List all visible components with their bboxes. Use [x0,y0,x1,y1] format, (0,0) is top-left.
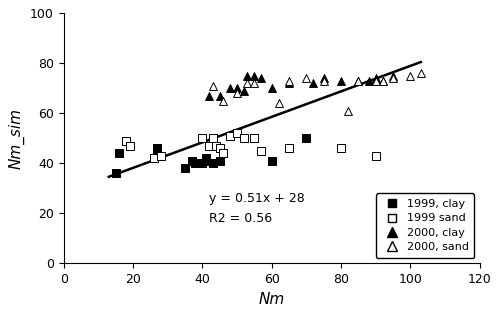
Point [354,78,362,83]
Point [372,153,380,158]
Point [240,136,248,141]
Point [150,156,158,161]
Point [285,81,293,86]
Point [198,161,206,166]
Point [233,86,241,91]
Point [268,86,276,91]
Point [258,76,266,81]
Point [202,158,210,163]
Point [216,146,224,151]
Point [195,161,203,166]
Point [188,158,196,163]
Point [389,73,397,78]
Point [378,78,386,83]
Point [302,76,310,81]
Text: y = 0.51x + 28: y = 0.51x + 28 [210,192,305,205]
Point [154,146,162,151]
Point [209,136,217,141]
Y-axis label: Nm_sim: Nm_sim [8,108,24,169]
Point [372,76,380,81]
Point [233,91,241,96]
Point [226,133,234,138]
Point [126,143,134,148]
Point [206,93,214,98]
Point [192,161,200,166]
Point [115,151,123,156]
Point [244,81,252,86]
Point [233,131,241,136]
Point [209,161,217,166]
Point [250,136,258,141]
Point [216,93,224,98]
Point [244,73,252,78]
Point [406,73,414,78]
Point [226,86,234,91]
Point [219,98,227,103]
Point [302,136,310,141]
Point [240,88,248,93]
Point [274,101,282,106]
Point [250,81,258,86]
Point [157,153,165,158]
Point [154,151,162,156]
Point [198,161,206,166]
Point [285,78,293,83]
Point [202,156,210,161]
Point [285,146,293,151]
X-axis label: Nm: Nm [258,292,285,307]
Point [216,158,224,163]
Point [112,171,120,176]
Point [206,143,214,148]
Point [212,143,220,148]
Point [344,108,352,113]
Point [378,78,386,83]
Point [122,138,130,143]
Point [181,166,189,171]
Point [365,78,373,83]
Point [320,76,328,81]
Point [209,83,217,89]
Point [268,158,276,163]
Point [219,151,227,156]
Point [417,71,425,76]
Point [320,78,328,83]
Point [310,81,318,86]
Point [337,146,345,151]
Point [389,76,397,81]
Point [258,148,266,153]
Point [354,78,362,83]
Point [198,136,206,141]
Point [372,78,380,83]
Point [337,78,345,83]
Text: R2 = 0.56: R2 = 0.56 [210,212,272,225]
Legend: 1999, clay, 1999 sand, 2000, clay, 2000, sand: 1999, clay, 1999 sand, 2000, clay, 2000,… [376,193,474,258]
Point [250,73,258,78]
